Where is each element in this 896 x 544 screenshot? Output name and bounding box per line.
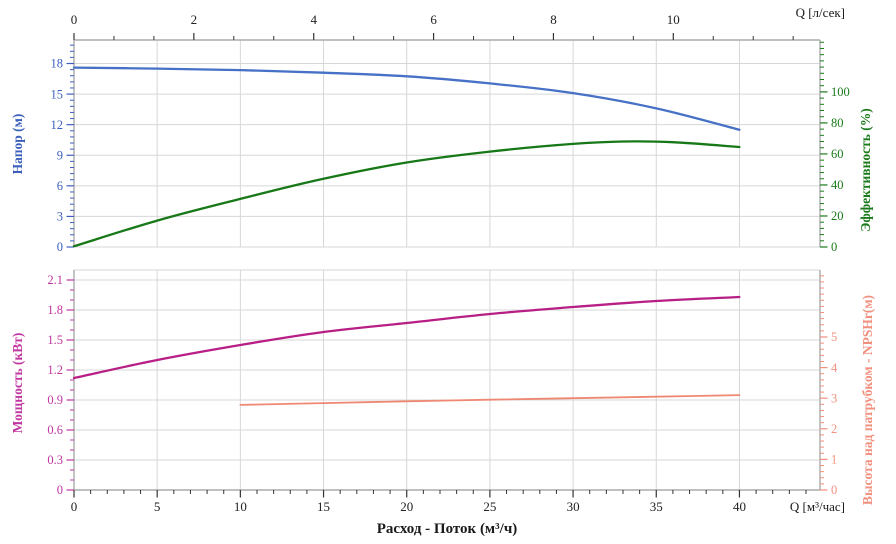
tick-label: 20	[400, 499, 413, 514]
tick-label: 6	[57, 179, 63, 193]
tick-label: 0.6	[47, 423, 63, 437]
tick-label: 0.9	[47, 393, 63, 407]
tick-label: 5	[154, 499, 161, 514]
tick-label: 1.8	[47, 303, 63, 317]
efficiency-curve	[72, 140, 741, 248]
tick-label: 12	[51, 118, 64, 132]
head-curve	[72, 66, 741, 131]
npsh-curve	[239, 394, 741, 406]
npsh-axis-title: Высота над патрубком - NPSHr(м)	[860, 294, 875, 506]
tick-label: 2	[831, 422, 837, 436]
tick-label: 60	[831, 147, 844, 161]
tick-label: 9	[57, 148, 63, 162]
tick-label: 25	[483, 499, 496, 514]
tick-label: 6	[430, 12, 437, 27]
tick-label: 18	[51, 57, 64, 71]
tick-label: 15	[317, 499, 330, 514]
tick-label: 15	[51, 87, 64, 101]
tick-label: 35	[650, 499, 663, 514]
tick-label: 3	[831, 391, 837, 405]
tick-label: 5	[831, 330, 837, 344]
tick-label: 40	[733, 499, 746, 514]
tick-label: 4	[310, 12, 317, 27]
tick-label: 0	[57, 240, 63, 254]
tick-label: 2	[191, 12, 198, 27]
tick-label: 80	[831, 116, 844, 130]
tick-label: 8	[550, 12, 557, 27]
power-axis-title: Мощность (кВт)	[10, 332, 25, 434]
tick-label: 1.2	[47, 363, 63, 377]
tick-label: 0.3	[47, 453, 63, 467]
tick-label: 2.1	[47, 273, 63, 287]
tick-label: 10	[234, 499, 247, 514]
tick-label: 20	[831, 209, 844, 223]
tick-label: 3	[57, 210, 63, 224]
tick-label: 0	[71, 499, 78, 514]
tick-label: 0	[57, 483, 63, 497]
top-x-axis-unit-label: Q [л/сек]	[795, 5, 845, 20]
efficiency-axis-title: Эффективность (%)	[858, 108, 873, 232]
tick-label: 100	[831, 85, 850, 99]
tick-label: 4	[831, 361, 838, 375]
tick-label: 1	[831, 453, 837, 467]
tick-label: 0	[831, 240, 837, 254]
x-axis-title: Расход - Поток (м³/ч)	[376, 521, 518, 537]
bottom-x-axis-unit-label: Q [м³/час]	[789, 499, 845, 514]
tick-label: 0	[831, 483, 837, 497]
tick-label: 30	[567, 499, 580, 514]
tick-label: 40	[831, 178, 844, 192]
power-curve	[72, 295, 741, 380]
tick-label: 10	[667, 12, 680, 27]
tick-label: 0	[71, 12, 78, 27]
head-axis-title: Напор (м)	[10, 113, 25, 175]
tick-label: 1.5	[47, 333, 63, 347]
